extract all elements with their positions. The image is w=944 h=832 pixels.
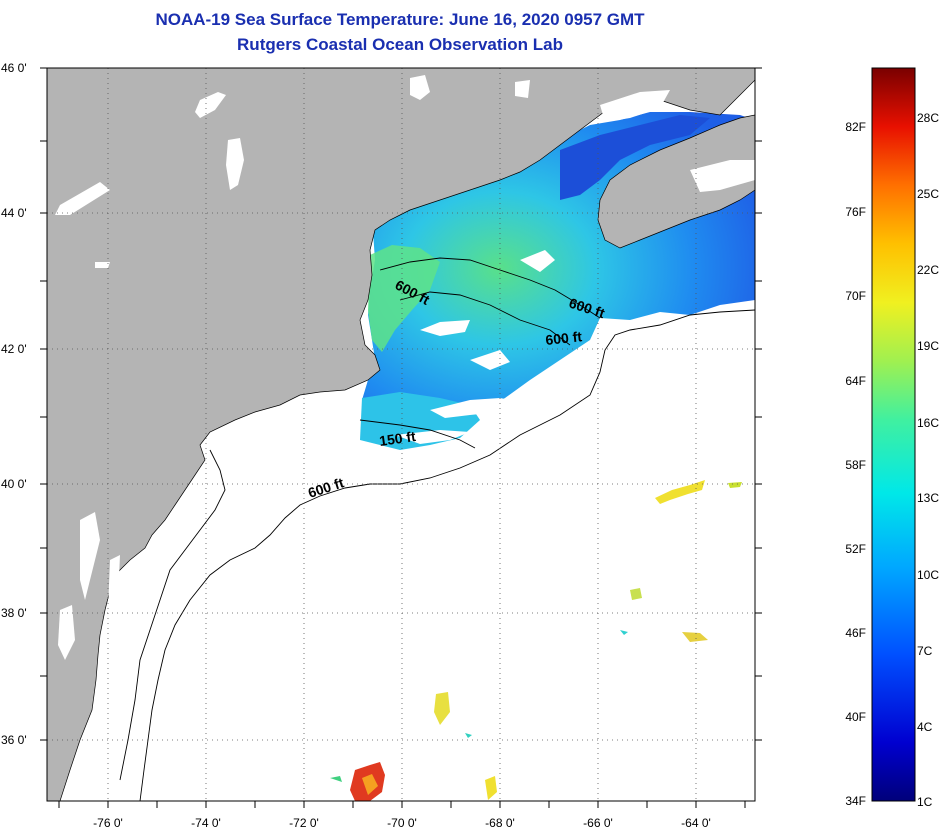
lon-label-66: -66 0' (583, 816, 613, 830)
graticule (47, 68, 755, 801)
lon-label-70: -70 0' (387, 816, 417, 830)
cb-c-13: 13C (917, 491, 939, 505)
cb-f-40: 40F (845, 710, 866, 724)
isobath-label-3: 600 ft (545, 328, 583, 348)
cb-f-58: 58F (845, 458, 866, 472)
cb-c-19: 19C (917, 339, 939, 353)
lat-label-46: 46 0' (1, 61, 27, 75)
isobath-label-4: 150 ft (378, 428, 417, 449)
cb-c-22: 22C (917, 263, 939, 277)
cb-c-28: 28C (917, 111, 939, 125)
lon-label-76: -76 0' (93, 816, 123, 830)
sst-fundy (560, 115, 710, 200)
land-us (47, 68, 755, 801)
colorbar (871, 67, 916, 802)
cloud-gaps (395, 250, 555, 444)
cb-f-46: 46F (845, 626, 866, 640)
cb-c-16: 16C (917, 416, 939, 430)
cb-c-1: 1C (917, 795, 933, 809)
lon-label-64: -64 0' (681, 816, 711, 830)
cb-f-82: 82F (845, 120, 866, 134)
cb-c-4: 4C (917, 720, 933, 734)
title-line-2: Rutgers Coastal Ocean Observation Lab (237, 35, 563, 54)
cb-f-76: 76F (845, 205, 866, 219)
lon-label-74: -74 0' (191, 816, 221, 830)
lon-label-68: -68 0' (485, 816, 515, 830)
lat-label-44: 44 0' (1, 206, 27, 220)
cb-f-70: 70F (845, 289, 866, 303)
cb-f-52: 52F (845, 542, 866, 556)
cb-c-10: 10C (917, 568, 939, 582)
land-nova-scotia (597, 114, 755, 249)
title-line-1: NOAA-19 Sea Surface Temperature: June 16… (155, 10, 645, 29)
isobath-lines (119, 257, 755, 801)
lat-label-36: 36 0' (1, 733, 27, 747)
lat-label-38: 38 0' (1, 606, 27, 620)
cb-c-25: 25C (917, 187, 939, 201)
lon-label-72: -72 0' (289, 816, 319, 830)
cb-c-7: 7C (917, 644, 933, 658)
water-bodies (55, 75, 755, 660)
cb-f-64: 64F (845, 374, 866, 388)
lat-label-42: 42 0' (1, 342, 27, 356)
cb-f-34: 34F (845, 794, 866, 808)
lat-label-40: 40 0' (1, 477, 27, 491)
sst-scatter (330, 480, 742, 801)
map-frame (46, 67, 756, 802)
axis-ticks (40, 67, 762, 808)
